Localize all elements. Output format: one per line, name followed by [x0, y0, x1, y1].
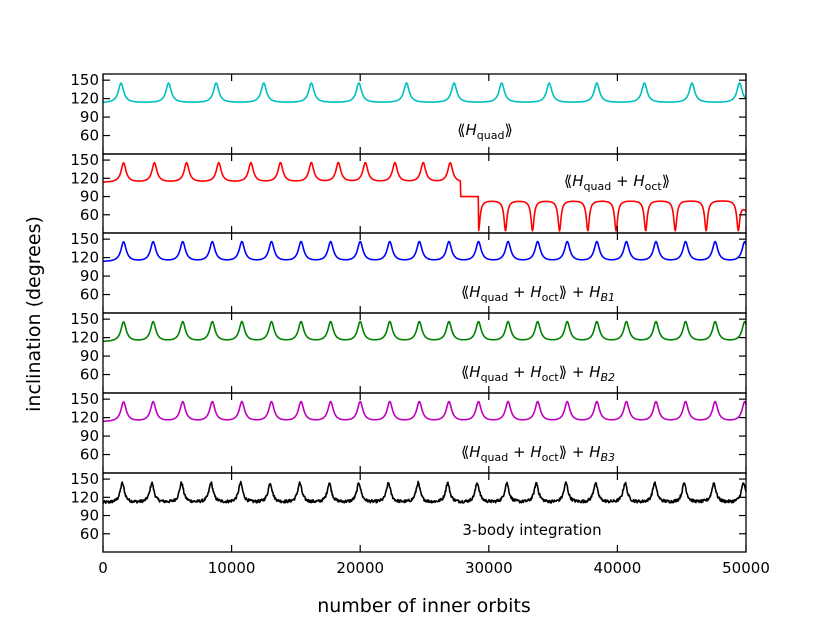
panel-label-part-quad-oct-3-symbol: + [611, 172, 633, 190]
panel-label-quad: ⟪Hquad⟫ [457, 121, 513, 142]
panel-label-part-quad-oct-hb3-2-quad: quad [481, 451, 509, 464]
panel-label-part-quad-3-symbol: ⟫ [504, 121, 512, 139]
panel-label-part-quad-oct-hb3-1-h: H [469, 443, 480, 461]
panel-label-quad-oct-hb2: ⟪Hquad + Hoct⟫ + HB2 [461, 363, 615, 384]
panel-label-part-quad-oct-hb3-6-symbol: ⟫ + [559, 443, 589, 461]
panel-frame-three-body [102, 472, 747, 553]
y-tick-label-quad-oct-60: 60 [80, 206, 99, 224]
y-tick-label-quad-oct-hb3-90: 90 [80, 427, 99, 445]
panel-label-part-quad-oct-hb1-5-oct: oct [542, 291, 560, 304]
series-line-quad-oct-hb1 [102, 240, 747, 263]
panel-frame-quad-oct-hb1 [102, 232, 747, 314]
y-tick-label-quad-oct-hb1-150: 150 [70, 230, 99, 248]
panel-label-part-quad-oct-hb1-8-b1: B1 [600, 291, 615, 304]
panel-label-part-quad-oct-2-quad: quad [584, 180, 612, 193]
panel-frame-quad [102, 73, 747, 155]
panel-frame-quad-oct-hb2 [102, 312, 747, 394]
y-tick-label-quad-90: 90 [80, 108, 99, 126]
y-axis-label: inclination (degrees) [23, 216, 45, 412]
panel-label-part-quad-oct-hb1-0-symbol: ⟪ [461, 283, 469, 301]
y-tick-label-quad-oct-hb3-150: 150 [70, 390, 99, 408]
y-tick-label-three-body-150: 150 [70, 470, 99, 488]
y-tick-label-quad-60: 60 [80, 127, 99, 145]
panel-label-part-quad-oct-hb2-3-symbol: + [508, 363, 530, 381]
y-tick-label-quad-oct-120: 120 [70, 169, 99, 187]
panel-label-part-quad-2-quad: quad [477, 129, 505, 142]
panel-label-quad-oct-hb1: ⟪Hquad + Hoct⟫ + HB1 [461, 283, 615, 304]
panel-label-part-quad-oct-hb3-4-h: H [530, 443, 541, 461]
series-line-three-body [102, 480, 747, 504]
y-tick-label-quad-oct-hb2-90: 90 [80, 347, 99, 365]
panel-label-part-three-body-0-3-body-integration: 3-body integration [462, 521, 601, 539]
series-line-quad [102, 82, 747, 104]
x-tick-label-0: 0 [98, 559, 108, 577]
series-line-quad-oct-hb2 [102, 320, 747, 343]
panel-label-part-quad-1-h: H [466, 121, 477, 139]
y-tick-label-quad-oct-hb3-120: 120 [70, 409, 99, 427]
panel-label-part-quad-oct-hb1-3-symbol: + [508, 283, 530, 301]
y-tick-label-three-body-90: 90 [80, 507, 99, 525]
panel-label-part-quad-oct-hb2-5-oct: oct [542, 371, 560, 384]
panel-label-part-quad-oct-hb3-7-h: H [589, 443, 600, 461]
y-tick-label-quad-oct-hb2-60: 60 [80, 366, 99, 384]
panel-label-part-quad-oct-5-oct: oct [645, 180, 663, 193]
panel-label-part-quad-oct-hb2-8-b2: B2 [600, 371, 615, 384]
panel-label-part-quad-oct-1-h: H [572, 172, 583, 190]
y-tick-label-quad-oct-hb1-120: 120 [70, 249, 99, 267]
panel-label-part-quad-oct-hb1-6-symbol: ⟫ + [559, 283, 589, 301]
x-tick-label-40000: 40000 [594, 559, 642, 577]
panel-label-three-body: 3-body integration [462, 521, 601, 539]
panel-label-part-quad-oct-hb1-7-h: H [589, 283, 600, 301]
series-line-quad-oct [102, 161, 747, 232]
panel-label-part-quad-oct-hb3-8-b3: B3 [600, 451, 615, 464]
y-tick-label-quad-oct-150: 150 [70, 151, 99, 169]
y-tick-label-quad-oct-hb1-90: 90 [80, 267, 99, 285]
x-tick-label-30000: 30000 [465, 559, 513, 577]
y-tick-label-quad-150: 150 [70, 71, 99, 89]
x-tick-label-10000: 10000 [208, 559, 256, 577]
panel-label-part-quad-oct-hb2-6-symbol: ⟫ + [559, 363, 589, 381]
panel-label-part-quad-oct-6-symbol: ⟫ [662, 172, 670, 190]
panel-label-part-quad-oct-hb2-2-quad: quad [481, 371, 509, 384]
y-tick-label-quad-oct-hb2-120: 120 [70, 329, 99, 347]
panel-label-part-quad-oct-4-h: H [633, 172, 644, 190]
panel-label-part-quad-oct-hb1-2-quad: quad [481, 291, 509, 304]
x-tick-label-50000: 50000 [722, 559, 770, 577]
y-tick-label-quad-oct-hb2-150: 150 [70, 310, 99, 328]
y-tick-label-quad-oct-90: 90 [80, 188, 99, 206]
panel-label-part-quad-oct-hb2-0-symbol: ⟪ [461, 363, 469, 381]
series-line-quad-oct-hb3 [102, 400, 747, 423]
panel-label-part-quad-oct-0-symbol: ⟪ [564, 172, 572, 190]
y-tick-label-quad-oct-hb3-60: 60 [80, 446, 99, 464]
panel-label-part-quad-oct-hb1-4-h: H [530, 283, 541, 301]
panel-label-part-quad-oct-hb1-1-h: H [469, 283, 480, 301]
panel-label-quad-oct-hb3: ⟪Hquad + Hoct⟫ + HB3 [461, 443, 615, 464]
panel-label-part-quad-oct-hb2-1-h: H [469, 363, 480, 381]
y-tick-label-three-body-120: 120 [70, 488, 99, 506]
panel-label-part-quad-oct-hb2-7-h: H [589, 363, 600, 381]
y-tick-label-quad-oct-hb1-60: 60 [80, 286, 99, 304]
y-tick-label-three-body-60: 60 [80, 525, 99, 543]
panel-label-part-quad-0-symbol: ⟪ [457, 121, 465, 139]
x-tick-label-20000: 20000 [336, 559, 384, 577]
panel-label-part-quad-oct-hb3-3-symbol: + [508, 443, 530, 461]
panel-label-part-quad-oct-hb3-0-symbol: ⟪ [461, 443, 469, 461]
panel-frame-quad-oct-hb3 [102, 392, 747, 474]
panel-label-part-quad-oct-hb3-5-oct: oct [542, 451, 560, 464]
x-axis-ticks: 0 10000 20000 30000 40000 50000 [98, 559, 770, 577]
x-axis-label: number of inner orbits [317, 595, 531, 617]
y-tick-label-quad-120: 120 [70, 90, 99, 108]
panel-label-quad-oct: ⟪Hquad + Hoct⟫ [564, 172, 670, 193]
panel-label-part-quad-oct-hb2-4-h: H [530, 363, 541, 381]
